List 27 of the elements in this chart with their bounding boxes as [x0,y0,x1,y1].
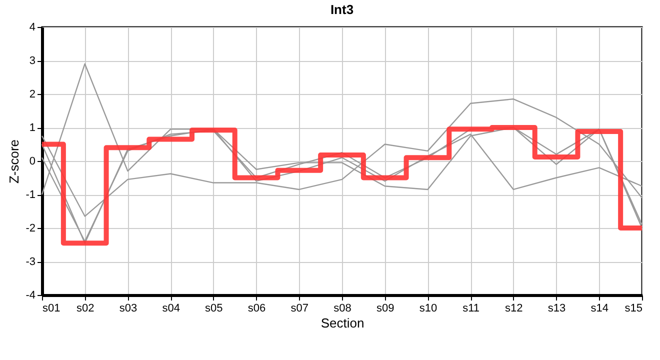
x-tick-label: s10 [419,302,438,314]
x-tick-label: s09 [376,302,394,314]
y-tick-label: 2 [29,88,36,100]
y-tick-label: -3 [26,256,36,268]
x-tick-label: s05 [205,302,223,314]
x-tick-label: s07 [290,302,309,314]
y-tick-label: 3 [29,55,36,67]
y-tick-label: -1 [26,189,36,201]
x-axis-title: Section [320,316,364,330]
x-tick-label: s08 [334,302,352,314]
x-tick-label: s06 [248,302,266,314]
x-tick-label: s03 [119,302,138,314]
x-tick-label: s13 [548,302,566,314]
y-tick-label: -2 [26,222,36,234]
y-tick-label: -4 [26,290,36,302]
y-tick-label: 4 [29,22,36,34]
chart-title: Int3 [330,2,354,17]
x-tick-label: s15 [624,302,642,314]
x-tick-label: s11 [462,302,480,314]
x-tick-label: s12 [505,302,523,314]
y-tick-label: 0 [29,156,36,168]
x-tick-label: s14 [590,302,609,314]
x-tick-label: s04 [162,302,180,314]
x-tick-label: s02 [76,302,94,314]
x-tick-label: s01 [42,302,60,314]
y-tick-label: 1 [29,122,36,134]
y-axis-title: Z-score [6,139,22,184]
